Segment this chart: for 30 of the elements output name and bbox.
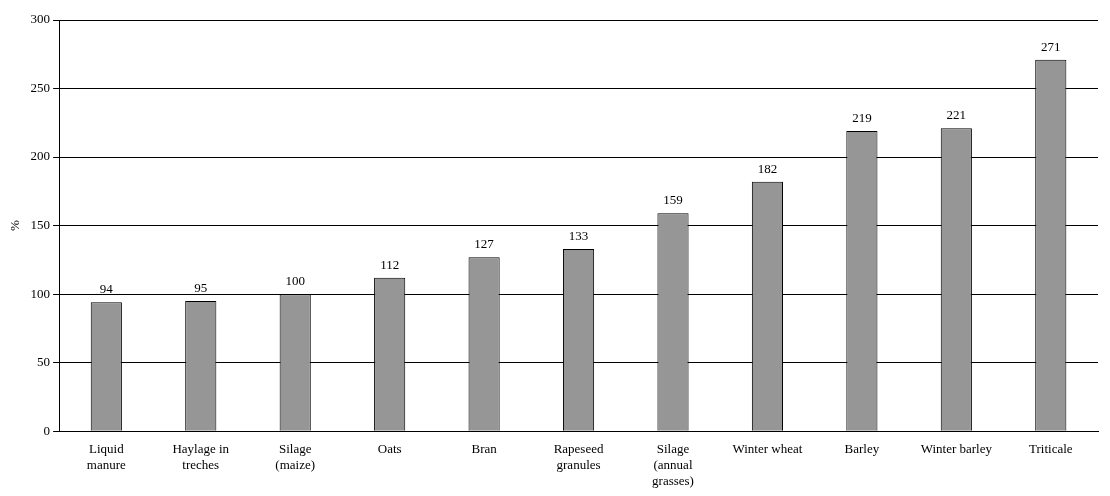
x-tick-label: Bran [471,441,498,457]
data-label: 133 [568,227,589,243]
y-tick-label: 0 [43,422,51,438]
data-label: 221 [946,107,967,123]
y-axis-title: % [7,220,23,232]
y-tick-label: 100 [30,285,51,301]
data-label: 271 [1041,38,1061,54]
x-tick-label: Silage (maize) [275,441,316,473]
x-tick-label: Winter barley [920,441,993,457]
x-tick-label: Rapeseed granules [553,441,604,473]
y-tick-label: 250 [30,79,51,95]
data-label: 112 [380,256,400,272]
y-tick-label: 50 [37,354,51,370]
data-label: 159 [663,192,683,208]
y-tick-label: 200 [30,148,51,164]
data-label: 95 [194,279,208,295]
x-tick-label: Winter wheat [732,441,803,457]
x-tick-label: Haylage in treches [172,441,230,473]
data-label: 100 [285,273,305,289]
data-label: 94 [99,281,114,297]
x-tick-label: Triticale [1028,441,1073,457]
x-tick-label: Barley [844,441,880,457]
data-label: 219 [852,109,872,125]
y-tick-label: 150 [30,217,51,233]
data-label: 182 [757,160,778,176]
y-tick-label: 300 [30,11,51,27]
data-label: 127 [474,236,495,252]
x-tick-label: Oats [377,441,402,457]
x-tick-label: Liquid manure [86,441,127,473]
x-tick-label: Silage (annual grasses) [652,441,694,488]
